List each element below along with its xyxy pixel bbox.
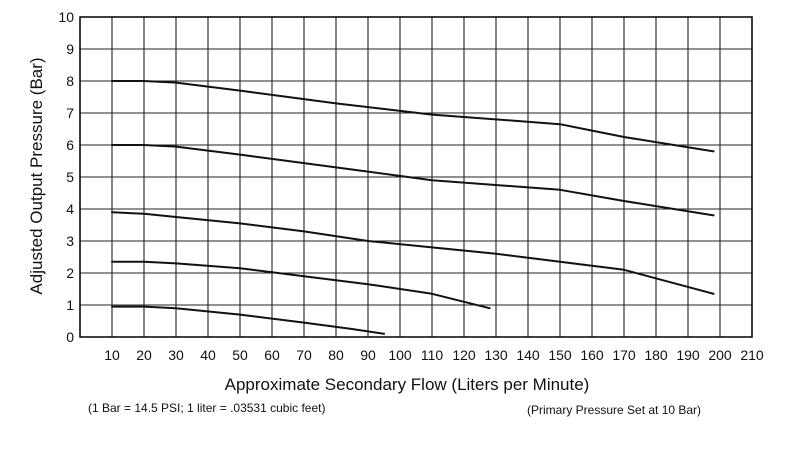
series-line-4 [111, 260, 491, 310]
x-tick-60: 60 [264, 347, 280, 363]
y-tick-0: 0 [66, 329, 74, 345]
grid [79, 16, 753, 338]
y-tick-9: 9 [66, 41, 74, 57]
y-tick-8: 8 [66, 73, 74, 89]
x-tick-10: 10 [104, 347, 120, 363]
y-tick-labels: 0 1 2 3 4 5 6 7 8 9 10 [58, 9, 74, 345]
conversion-note: (1 Bar = 14.5 PSI; 1 liter = .03531 cubi… [88, 401, 326, 415]
x-tick-190: 190 [676, 347, 700, 363]
x-tick-200: 200 [708, 347, 732, 363]
y-tick-6: 6 [66, 137, 74, 153]
pressure-flow-chart: 0 1 2 3 4 5 6 7 8 9 10 10 20 30 40 50 60 70 80 90 100 110 120… [27, 9, 764, 394]
x-tick-160: 160 [580, 347, 604, 363]
x-tick-210: 210 [740, 347, 764, 363]
x-tick-120: 120 [452, 347, 476, 363]
x-tick-170: 170 [612, 347, 636, 363]
x-tick-labels: 10 20 30 40 50 60 70 80 90 100 110 120 130 140 150 160 1… [104, 347, 764, 363]
x-tick-180: 180 [644, 347, 668, 363]
x-tick-90: 90 [360, 347, 376, 363]
x-tick-40: 40 [200, 347, 216, 363]
x-tick-80: 80 [328, 347, 344, 363]
x-tick-140: 140 [516, 347, 540, 363]
series-line-3 [111, 211, 715, 295]
y-tick-3: 3 [66, 233, 74, 249]
series-line-2 [111, 144, 715, 217]
y-tick-5: 5 [66, 169, 74, 185]
series-line-1 [111, 80, 715, 153]
x-tick-20: 20 [136, 347, 152, 363]
y-tick-2: 2 [66, 265, 74, 281]
series-lines [111, 80, 715, 335]
y-tick-7: 7 [66, 105, 74, 121]
x-tick-70: 70 [296, 347, 312, 363]
series-line-5 [111, 305, 385, 335]
y-axis-title: Adjusted Output Pressure (Bar) [27, 57, 46, 294]
y-tick-1: 1 [66, 297, 74, 313]
x-tick-100: 100 [388, 347, 412, 363]
x-tick-30: 30 [168, 347, 184, 363]
y-tick-4: 4 [66, 201, 74, 217]
x-tick-150: 150 [548, 347, 572, 363]
plot-border [79, 16, 753, 338]
y-tick-10: 10 [58, 9, 74, 25]
x-tick-110: 110 [421, 347, 444, 363]
primary-pressure-note: (Primary Pressure Set at 10 Bar) [527, 403, 702, 417]
x-tick-130: 130 [484, 347, 508, 363]
x-tick-50: 50 [232, 347, 248, 363]
x-axis-title: Approximate Secondary Flow (Liters per M… [225, 375, 590, 394]
